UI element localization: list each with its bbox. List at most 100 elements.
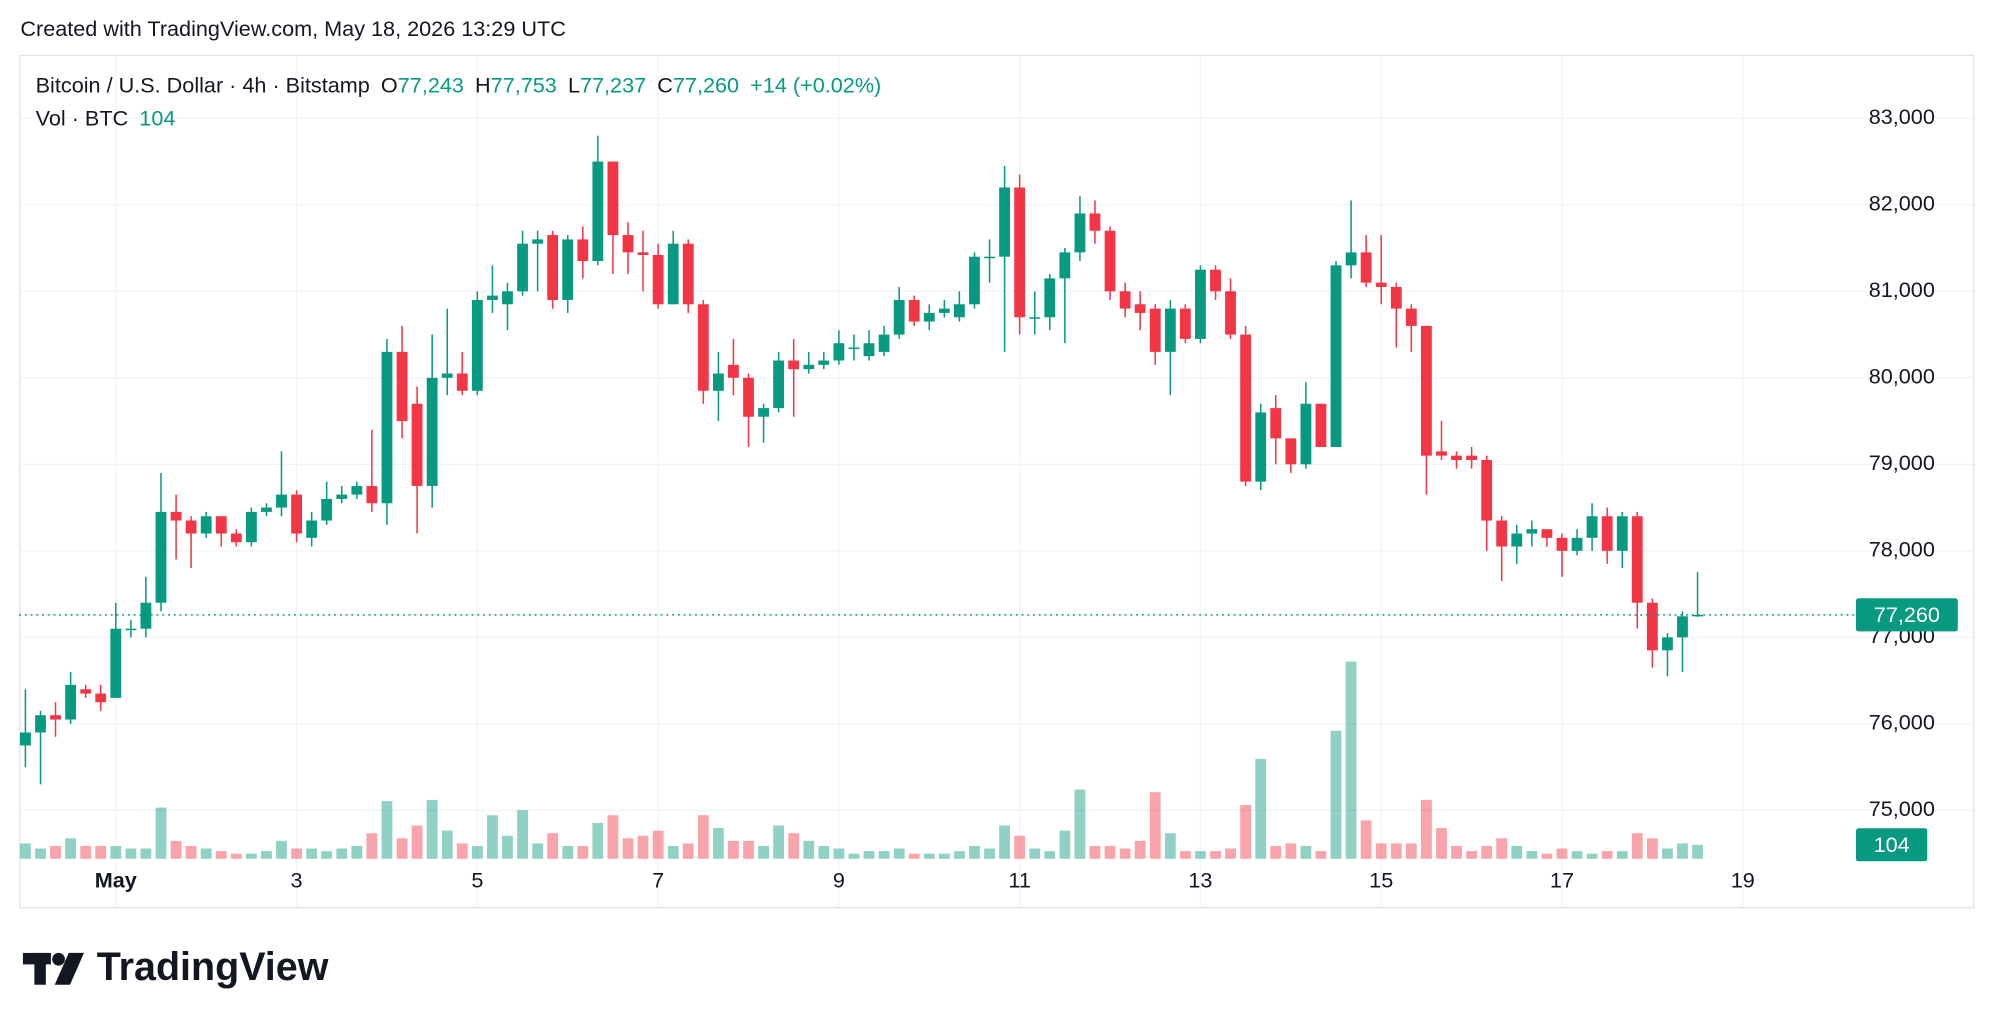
candle-body <box>1074 213 1086 253</box>
candle-body <box>411 403 423 486</box>
candle-body <box>20 732 31 746</box>
volume-bar <box>306 848 318 859</box>
last-price-box <box>1855 598 1958 632</box>
candle-body <box>592 161 604 262</box>
legend-key: H <box>475 72 491 97</box>
volume-title: Vol · BTC <box>36 105 129 130</box>
volume-bar <box>938 853 950 859</box>
candle-body <box>185 520 197 534</box>
candle-body <box>366 485 378 504</box>
candle-body <box>682 243 694 305</box>
volume-bar <box>818 845 830 859</box>
legend-key: O <box>381 72 398 97</box>
candle-body <box>336 494 348 499</box>
candle-body <box>1496 520 1508 547</box>
candle-body <box>1300 403 1312 465</box>
last-price-label: 77,260 <box>1874 602 1940 627</box>
volume-bar <box>969 845 980 859</box>
candle-body <box>1390 286 1402 309</box>
y-tick-label: 78,000 <box>1869 537 1935 562</box>
candle-body <box>908 299 920 322</box>
volume-bar <box>758 845 770 859</box>
volume-bar <box>1496 838 1508 859</box>
y-tick-label: 76,000 <box>1869 710 1935 735</box>
candle-body <box>1059 252 1071 279</box>
volume-bar <box>155 807 167 859</box>
x-tick-label: 13 <box>1188 867 1212 892</box>
volume-bar <box>607 815 619 859</box>
volume-bar <box>35 848 46 859</box>
candle-body <box>622 235 634 253</box>
x-tick-label: 9 <box>833 867 845 892</box>
volume-bar <box>743 840 754 859</box>
volume-bar <box>1677 843 1688 859</box>
volume-bar <box>712 828 724 859</box>
candle-body <box>396 351 408 422</box>
candle-body <box>562 239 574 300</box>
legend-value: 77,237 <box>580 72 646 97</box>
volume-bar <box>321 851 333 859</box>
candle-body <box>1375 282 1387 287</box>
logo-dot <box>52 952 65 966</box>
candle-body <box>1104 230 1116 292</box>
volume-bar <box>999 825 1010 859</box>
candle-body <box>351 485 363 495</box>
volume-bar <box>1481 845 1493 859</box>
candle-body <box>487 295 498 300</box>
legend-change: +14 (+0.02%) <box>750 72 881 97</box>
y-tick-label: 79,000 <box>1869 450 1935 475</box>
volume-bar <box>65 838 77 859</box>
volume-bar <box>1405 843 1417 859</box>
volume-bar <box>682 843 694 859</box>
volume-bar <box>245 853 257 859</box>
candle-body <box>1089 213 1101 231</box>
y-tick-label: 82,000 <box>1869 191 1935 216</box>
candle-body <box>1571 537 1583 551</box>
candle-body <box>1541 529 1553 538</box>
volume-bar <box>1526 851 1538 859</box>
candle-body <box>502 291 513 305</box>
volume-bar <box>1436 828 1447 859</box>
volume-bar <box>728 840 739 859</box>
candle-body <box>1179 308 1191 339</box>
volume-label-box <box>1855 828 1928 862</box>
volume-bar <box>487 815 498 859</box>
volume-bar <box>170 840 182 859</box>
candle-body <box>803 364 815 370</box>
candle-body <box>65 684 77 720</box>
volume-bar <box>1420 799 1432 859</box>
volume-bar <box>1285 843 1297 859</box>
volume-bar <box>230 853 242 859</box>
volume-value: 104 <box>139 105 175 130</box>
candle-body <box>155 511 167 603</box>
candle-body <box>50 715 61 720</box>
candle-body <box>743 377 754 417</box>
volume-bar <box>1240 805 1252 859</box>
volume-bar <box>95 845 107 859</box>
volume-bar <box>1134 840 1146 859</box>
volume-bar <box>547 833 559 859</box>
volume-label: 104 <box>1874 832 1910 857</box>
volume-bar <box>1270 845 1282 859</box>
x-tick-label: 7 <box>652 867 664 892</box>
candle-body <box>261 507 272 512</box>
candle-body <box>728 364 739 378</box>
candle-body <box>1315 403 1327 448</box>
candle-body <box>215 516 227 534</box>
candle-body <box>712 373 724 391</box>
volume-bar <box>351 845 363 859</box>
candle-body <box>1014 187 1026 318</box>
volume-bar <box>652 830 664 859</box>
volume-bar <box>1360 820 1372 859</box>
candle-body <box>1195 269 1206 339</box>
volume-bar <box>1195 851 1206 859</box>
volume-bar <box>1210 851 1221 859</box>
volume-bar <box>517 810 528 859</box>
volume-bar <box>1225 848 1236 859</box>
volume-bar <box>125 848 137 859</box>
volume-bar <box>622 838 634 859</box>
candle-body <box>667 243 679 305</box>
volume-bar <box>878 851 890 859</box>
candle-body <box>577 239 589 262</box>
candle-body <box>1285 438 1297 465</box>
